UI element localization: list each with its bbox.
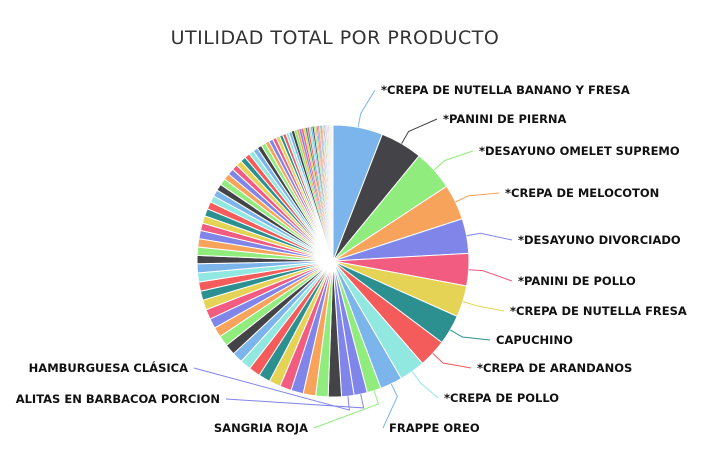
connector-line [225, 393, 365, 409]
slice-label: *PANINI DE POLLO [518, 274, 636, 288]
connector-line [433, 150, 474, 171]
connector-line [193, 367, 350, 411]
slice-label: *DESAYUNO DIVORCIADO [518, 233, 681, 247]
slice-label: *CREPA DE ARANDANOS [477, 361, 632, 375]
connector-line [432, 353, 472, 369]
connector-line [411, 371, 439, 399]
connector-line [382, 383, 398, 429]
slice-label: HAMBURGUESA CLÁSICA [29, 360, 188, 375]
slice-label: SANGRIA ROJA [214, 421, 308, 435]
slice-label: ALITAS EN BARBACOA PORCION [16, 392, 220, 406]
connector-line [462, 301, 505, 312]
slice-label: CAPUCHINO [496, 333, 573, 347]
connector-line [401, 118, 438, 144]
slice-label: *PANINI DE PIERNA [443, 112, 567, 126]
connector-line [357, 89, 376, 128]
slice-label: *CREPA DE NUTELLA FRESA [510, 304, 687, 318]
slice-label: *CREPA DE POLLO [444, 391, 559, 405]
slice-label: FRAPPE OREO [389, 421, 480, 435]
connector-line [450, 329, 491, 341]
connector-line [455, 192, 500, 203]
slice-label: *CREPA DE NUTELLA BANANO Y FRESA [381, 83, 630, 97]
connector-line [468, 269, 513, 282]
connector-line [313, 390, 380, 429]
slice-label: *DESAYUNO OMELET SUPREMO [479, 144, 680, 158]
slice-label: *CREPA DE MELOCOTON [505, 186, 659, 200]
connector-line [466, 232, 513, 241]
chart-title: UTILIDAD TOTAL POR PRODUCTO [170, 27, 500, 49]
